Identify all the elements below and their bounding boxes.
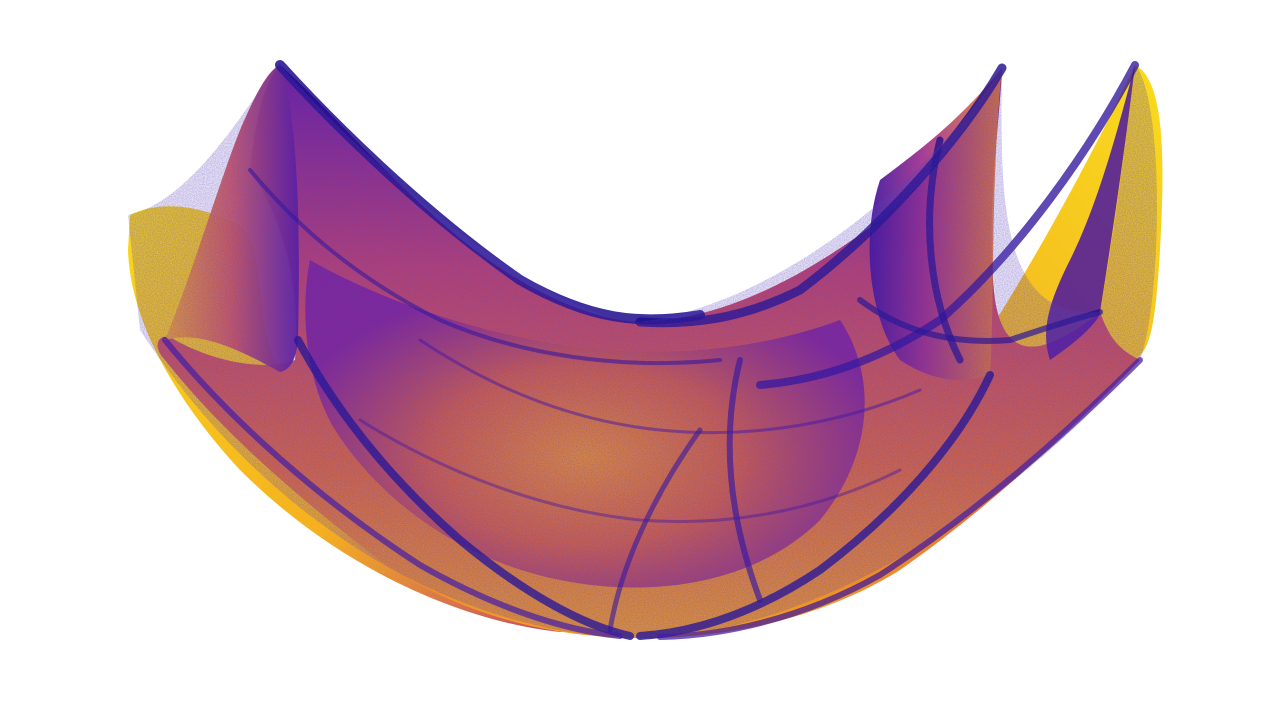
far-right-wing <box>1046 65 1135 360</box>
grain-overlay <box>128 65 1158 639</box>
